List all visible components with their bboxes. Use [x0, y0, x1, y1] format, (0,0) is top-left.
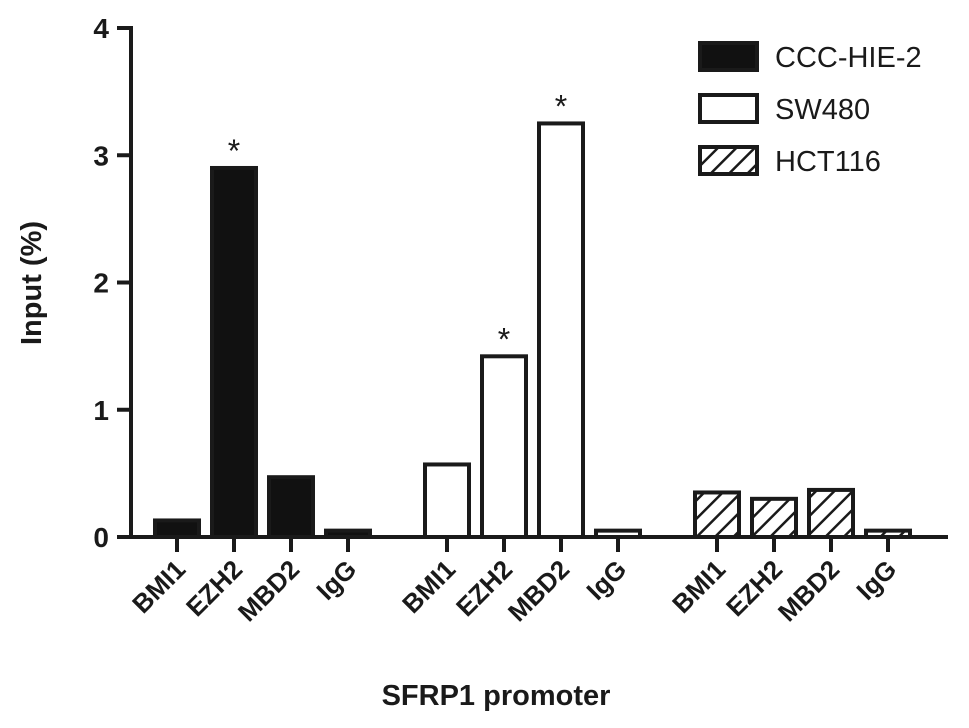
bar-ccc-hie-2-mbd2 — [267, 475, 315, 540]
legend-label: HCT116 — [775, 146, 881, 178]
x-tick-label: MBD2 — [232, 554, 305, 627]
x-tick-label: BMI1 — [126, 554, 191, 619]
legend-swatch — [698, 41, 759, 72]
x-tick-label: IgG — [580, 554, 632, 606]
y-tick-label: 3 — [93, 140, 109, 171]
y-tick-label: 4 — [93, 13, 109, 44]
bar-hct116-ezh2 — [750, 496, 798, 540]
x-tick-label: BMI1 — [396, 554, 461, 619]
x-tick-label: MBD2 — [502, 554, 575, 627]
bar-hct116-mbd2 — [807, 487, 855, 540]
significance-marker: * — [228, 133, 240, 169]
bar-ccc-hie-2-bmi1 — [153, 518, 201, 540]
legend: CCC-HIE-2 SW480 HCT116 — [698, 41, 922, 178]
bar-sw480-ezh2 — [480, 354, 528, 539]
x-tick-label: IgG — [850, 554, 902, 606]
bar-sw480-mbd2 — [537, 121, 585, 539]
bar-sw480-bmi1 — [423, 462, 471, 539]
significance-marker: * — [555, 88, 567, 124]
y-tick-label: 2 — [93, 268, 109, 299]
bar-hct116-bmi1 — [693, 490, 741, 539]
bar-ccc-hie-2-ezh2 — [210, 165, 258, 539]
x-tick-label: IgG — [310, 554, 362, 606]
bar-sw480-igg — [594, 528, 642, 540]
x-tick-label: BMI1 — [666, 554, 731, 619]
legend-swatch — [698, 93, 759, 124]
legend-label: CCC-HIE-2 — [775, 42, 922, 74]
y-axis-title: Input (%) — [16, 221, 48, 345]
x-tick-label: MBD2 — [772, 554, 845, 627]
legend-swatch — [698, 145, 759, 176]
y-tick-label: 0 — [93, 522, 109, 553]
legend-label: SW480 — [775, 94, 870, 126]
significance-marker: * — [498, 321, 510, 357]
y-tick-label: 1 — [93, 395, 109, 426]
bar-hct116-igg — [864, 528, 912, 540]
bar-ccc-hie-2-igg — [324, 528, 372, 540]
x-axis-title: SFRP1 promoter — [382, 680, 611, 712]
